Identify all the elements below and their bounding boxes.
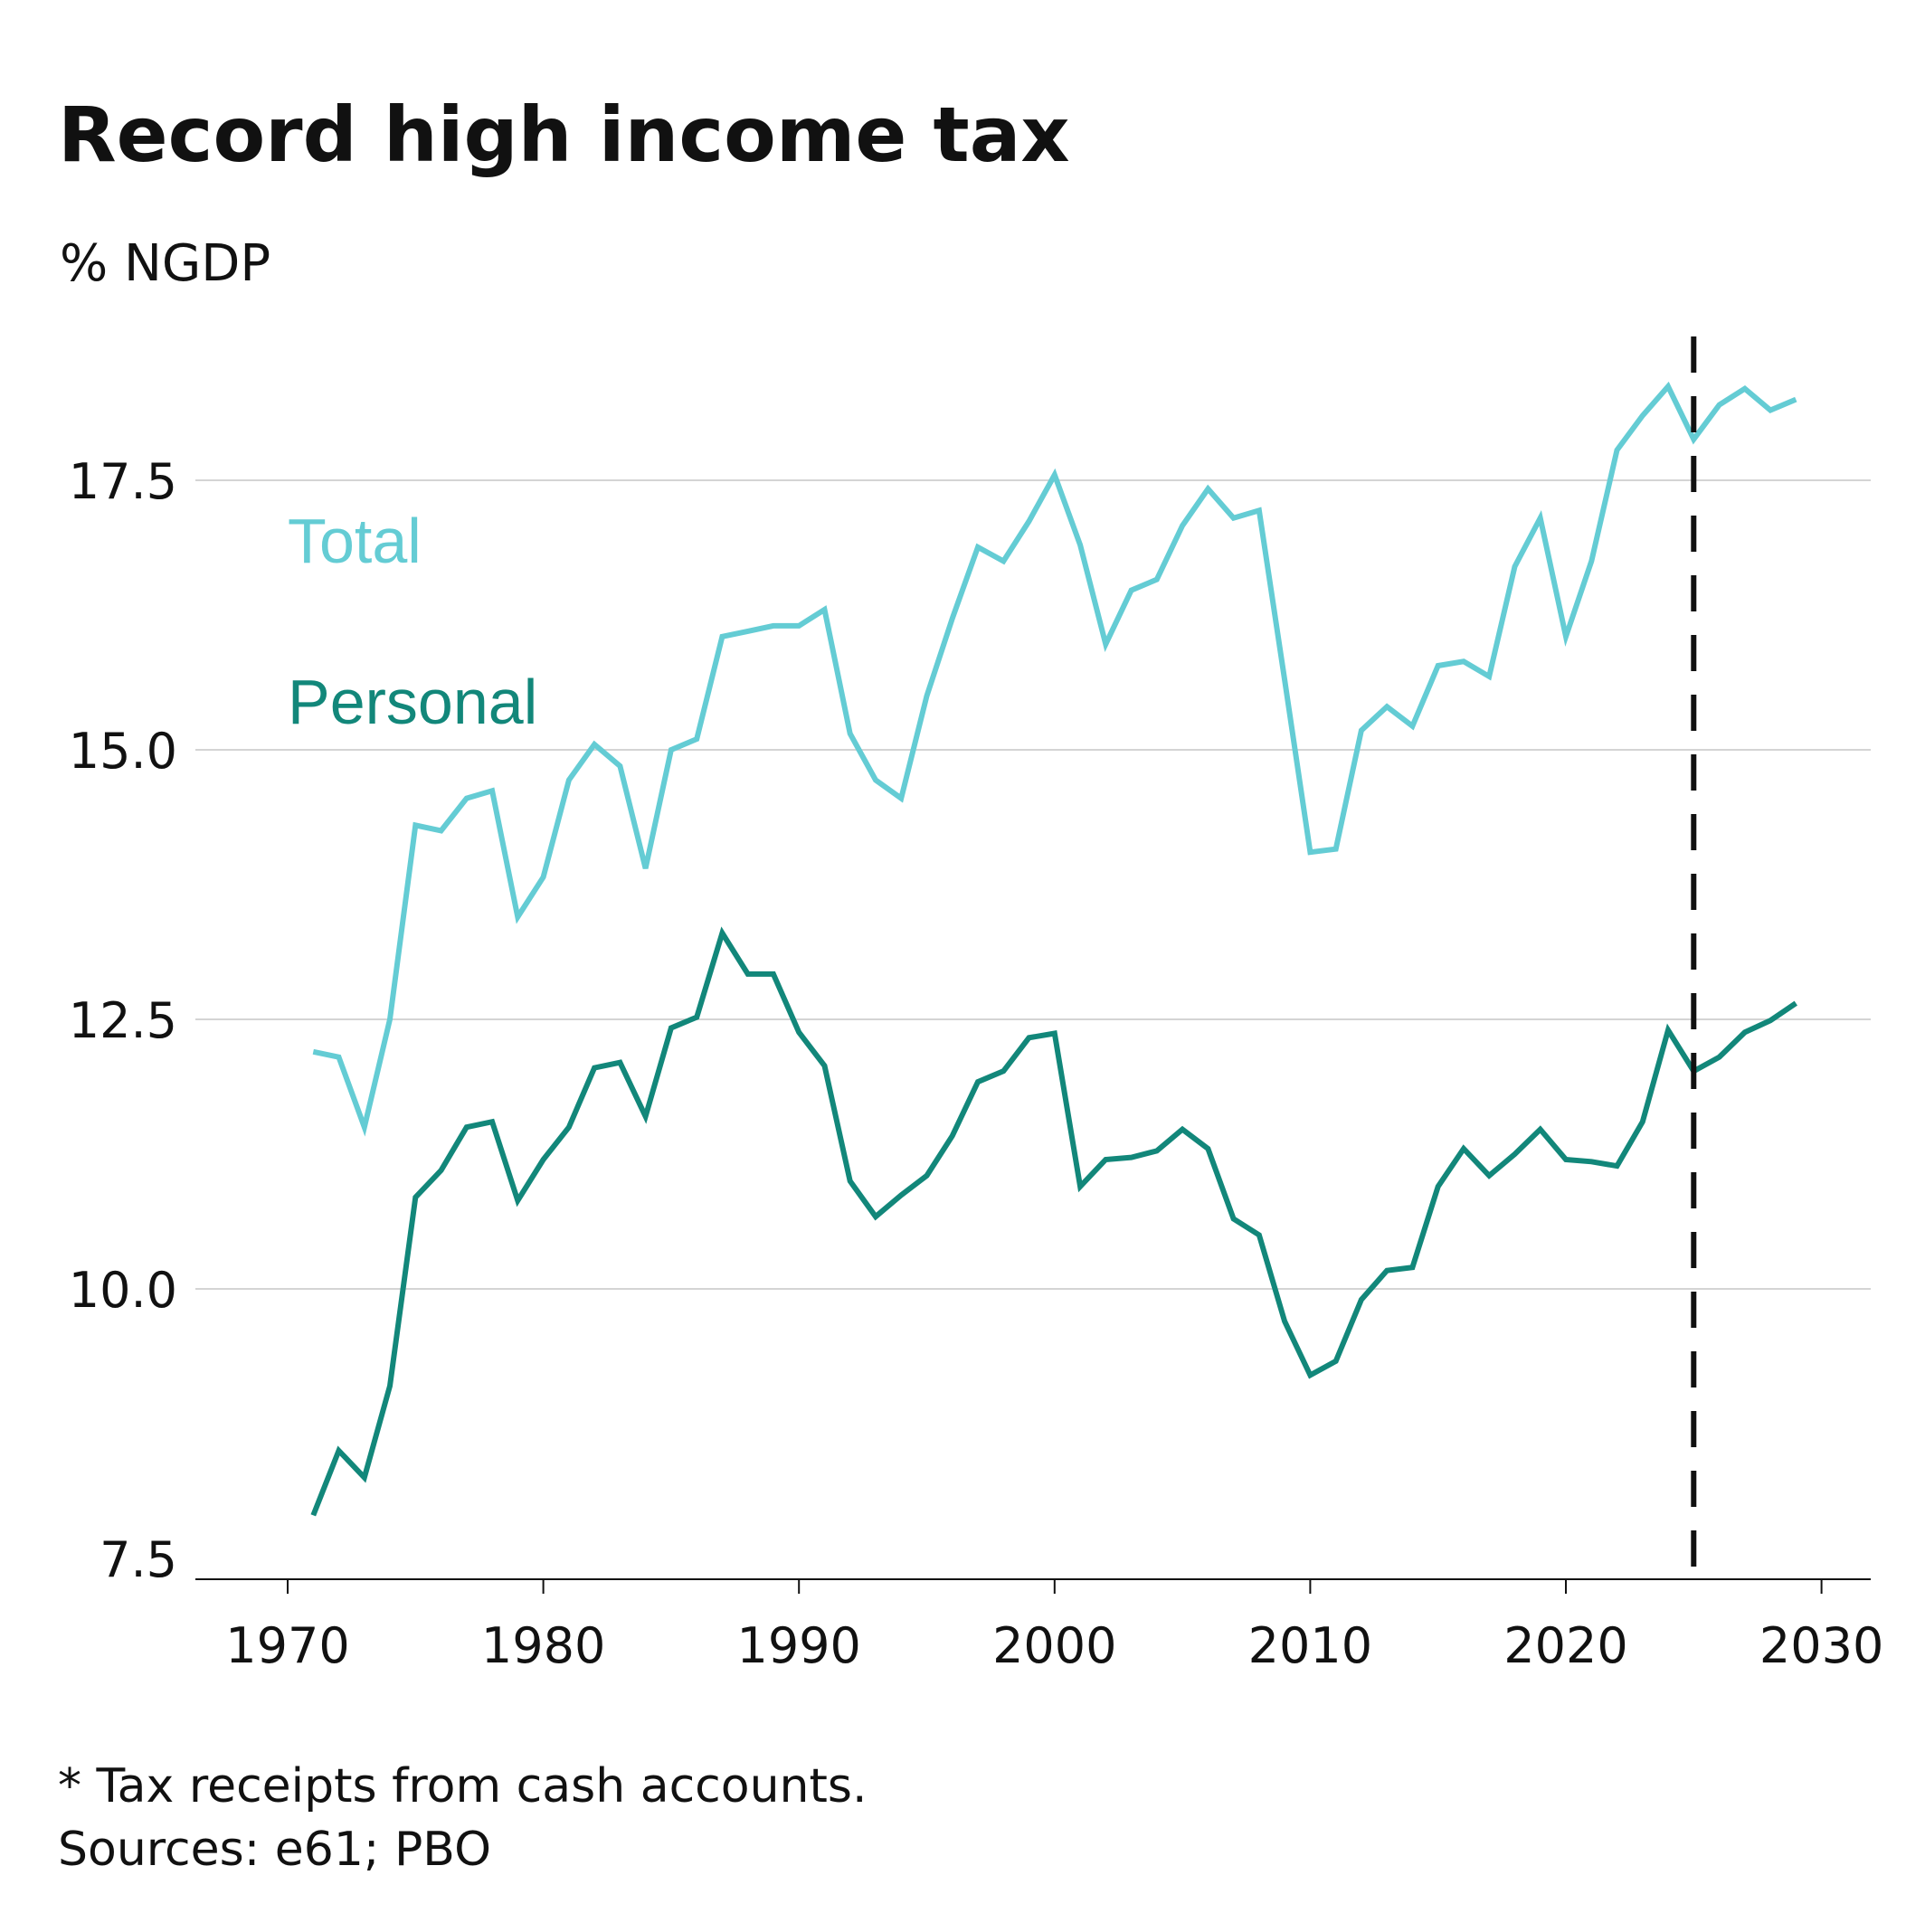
x-tick-label: 1970 <box>225 1617 349 1674</box>
chart-title: Record high income tax <box>58 90 1070 179</box>
series-lines <box>310 381 1797 1517</box>
x-tick-label: 1990 <box>736 1617 860 1674</box>
y-tick-label: 15.0 <box>69 723 177 780</box>
x-tick-label: 2030 <box>1759 1617 1883 1674</box>
y-tick-label: 10.0 <box>69 1262 177 1319</box>
y-axis: 7.5 10.0 12.5 15.0 17.5 <box>69 453 177 1588</box>
x-tick-label: 2000 <box>992 1617 1116 1674</box>
series-line-total <box>312 381 1797 1137</box>
chart-unit-label: % NGDP <box>60 234 270 293</box>
chart-source: Sources: e61; PBO <box>58 1823 491 1877</box>
series-label-total: Total <box>288 506 422 576</box>
y-tick-label: 7.5 <box>100 1531 177 1588</box>
y-tick-label: 12.5 <box>69 992 177 1049</box>
y-tick-label: 17.5 <box>69 453 177 510</box>
gridlines <box>195 479 1871 1290</box>
x-tick-label: 1980 <box>481 1617 605 1674</box>
x-tick-label: 2010 <box>1248 1617 1372 1674</box>
x-tick-label: 2020 <box>1503 1617 1627 1674</box>
x-axis: 1970 1980 1990 2000 2010 2020 2030 <box>225 1579 1883 1674</box>
chart-footnote: * Tax receipts from cash accounts. <box>58 1759 868 1814</box>
series-line-personal <box>310 926 1797 1517</box>
series-label-personal: Personal <box>288 667 537 737</box>
